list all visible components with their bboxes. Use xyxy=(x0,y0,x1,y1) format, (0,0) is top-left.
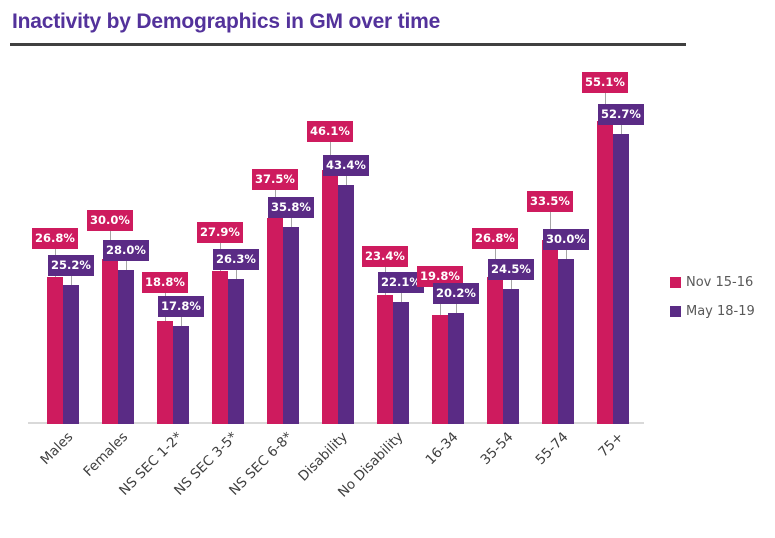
x-axis-label: 35-54 xyxy=(477,429,517,469)
legend-label-may-18-19: May 18-19 xyxy=(686,304,755,319)
bar-nov-15-16-1 xyxy=(102,259,118,424)
x-axis-label: 16-34 xyxy=(422,429,462,469)
data-label: 37.5% xyxy=(252,169,298,190)
bar-nov-15-16-0 xyxy=(47,277,63,424)
bar-nov-15-16-8 xyxy=(487,277,503,424)
x-axis-label: Males xyxy=(37,429,77,468)
bar-may-18-19-7 xyxy=(448,313,464,424)
bar-may-18-19-3 xyxy=(228,279,244,424)
data-label: 27.9% xyxy=(197,222,243,243)
data-label: 20.2% xyxy=(433,283,479,304)
legend-swatch-may-18-19-icon xyxy=(670,306,681,317)
data-label: 22.1% xyxy=(378,272,424,293)
bar-nov-15-16-4 xyxy=(267,218,283,424)
title-underline xyxy=(10,43,686,46)
data-label: 24.5% xyxy=(488,259,534,280)
data-label: 25.2% xyxy=(48,255,94,276)
data-label-leader-line xyxy=(621,125,622,134)
legend-item-nov-15-16: Nov 15-16 xyxy=(670,275,755,290)
data-label: 55.1% xyxy=(582,72,628,93)
data-label: 17.8% xyxy=(158,296,204,317)
bar-may-18-19-8 xyxy=(503,289,519,424)
data-label: 26.3% xyxy=(213,249,259,270)
data-label: 26.8% xyxy=(472,228,518,249)
bar-nov-15-16-3 xyxy=(212,271,228,424)
bar-may-18-19-9 xyxy=(558,259,574,424)
data-label: 18.8% xyxy=(142,272,188,293)
legend-item-may-18-19: May 18-19 xyxy=(670,304,755,319)
bar-nov-15-16-6 xyxy=(377,295,393,424)
bar-may-18-19-4 xyxy=(283,227,299,424)
data-label-leader-line xyxy=(346,176,347,185)
bar-may-18-19-5 xyxy=(338,185,354,424)
data-label: 30.0% xyxy=(543,229,589,250)
data-label: 28.0% xyxy=(103,240,149,261)
data-label-leader-line xyxy=(401,293,402,302)
bar-nov-15-16-9 xyxy=(542,240,558,424)
data-label-leader-line xyxy=(126,261,127,270)
data-label: 35.8% xyxy=(268,197,314,218)
data-label-leader-line xyxy=(236,270,237,279)
bar-nov-15-16-7 xyxy=(432,315,448,424)
data-label: 33.5% xyxy=(527,191,573,212)
data-label-leader-line xyxy=(550,212,551,240)
data-label: 46.1% xyxy=(307,121,353,142)
data-label-leader-line xyxy=(291,218,292,227)
legend-label-nov-15-16: Nov 15-16 xyxy=(686,275,754,290)
x-axis-label: Females xyxy=(80,429,132,480)
bar-nov-15-16-10 xyxy=(597,121,613,424)
data-label-leader-line xyxy=(566,250,567,259)
data-label-leader-line xyxy=(456,304,457,313)
bar-may-18-19-0 xyxy=(63,285,79,424)
data-label: 43.4% xyxy=(323,155,369,176)
x-axis-label: 75+ xyxy=(594,429,627,461)
bar-nov-15-16-5 xyxy=(322,170,338,424)
data-label-leader-line xyxy=(511,280,512,289)
bar-may-18-19-2 xyxy=(173,326,189,424)
legend-swatch-nov-15-16-icon xyxy=(670,277,681,288)
x-axis-label: Disability xyxy=(295,429,352,485)
data-label: 19.8% xyxy=(417,266,463,287)
bar-may-18-19-6 xyxy=(393,302,409,424)
bar-nov-15-16-2 xyxy=(157,321,173,424)
data-label: 52.7% xyxy=(598,104,644,125)
x-axis-label: 55-74 xyxy=(532,429,572,469)
data-label: 26.8% xyxy=(32,228,78,249)
bar-may-18-19-10 xyxy=(613,134,629,424)
data-label: 30.0% xyxy=(87,210,133,231)
data-label-leader-line xyxy=(71,276,72,285)
data-label: 23.4% xyxy=(362,246,408,267)
bar-may-18-19-1 xyxy=(118,270,134,424)
page-title: Inactivity by Demographics in GM over ti… xyxy=(12,10,441,33)
legend: Nov 15-16 May 18-19 xyxy=(670,275,755,333)
data-label-leader-line xyxy=(181,317,182,326)
